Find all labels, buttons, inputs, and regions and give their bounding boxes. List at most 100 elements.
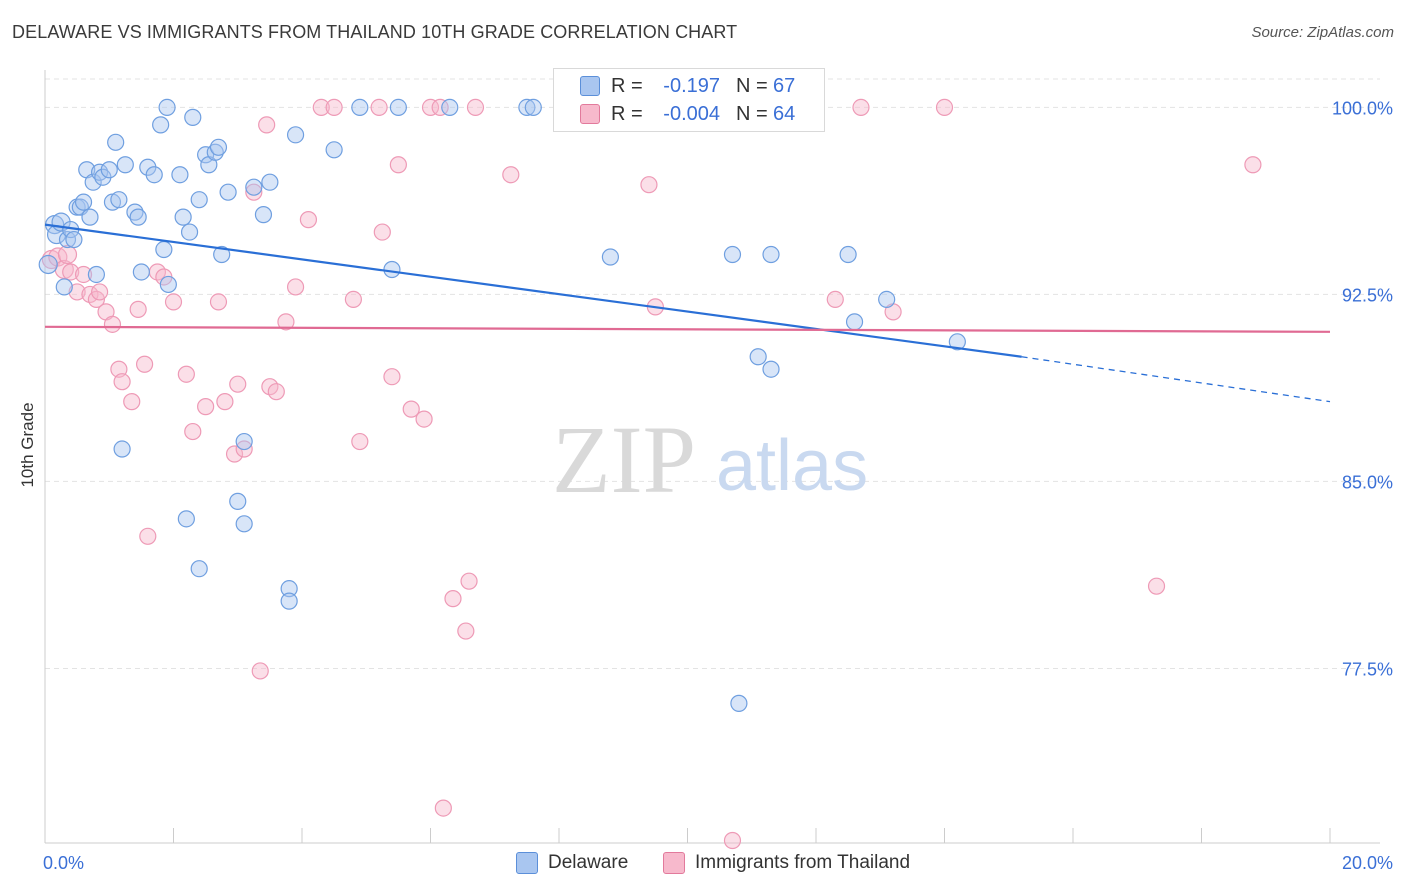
delaware-point: [261, 173, 279, 191]
thailand-point: [245, 183, 263, 201]
delaware-point: [209, 138, 228, 156]
x-tick-label-min: 0.0%: [43, 853, 84, 873]
source-label: Source: ZipAtlas.com: [1251, 24, 1394, 41]
thailand-point: [164, 293, 183, 311]
thailand-point: [184, 422, 202, 441]
thailand-point: [415, 410, 433, 428]
y-axis-label: 10th Grade: [18, 402, 37, 488]
watermark-zip: ZIP: [552, 406, 696, 513]
legend-r-label: R =: [611, 74, 643, 97]
y-tick-label: 92.5%: [1342, 285, 1393, 305]
legend-item-delaware[interactable]: Delaware: [516, 852, 628, 874]
delaware-trend-extension: [1021, 356, 1331, 403]
thailand-point: [299, 211, 318, 229]
legend-n-label: N =: [736, 74, 768, 97]
legend-r-value: -0.197: [663, 74, 720, 97]
delaware-point: [55, 278, 73, 296]
delaware-point: [65, 230, 83, 249]
delaware-point: [190, 191, 208, 209]
delaware-point: [213, 245, 231, 264]
x-tick-label-max: 20.0%: [1342, 853, 1393, 873]
thailand-point: [370, 98, 388, 117]
thailand-point: [135, 355, 154, 373]
thailand-point: [444, 590, 462, 608]
thailand-point: [402, 400, 420, 418]
delaware-point: [280, 580, 298, 598]
delaware-point: [723, 245, 742, 264]
thailand-point: [68, 283, 86, 301]
thailand-point: [421, 98, 440, 117]
delaware-point: [159, 275, 177, 294]
thailand-point: [91, 283, 109, 301]
thailand-point: [351, 432, 369, 451]
y-tick-label: 100.0%: [1332, 98, 1393, 118]
legend-item-thailand[interactable]: Immigrants from Thailand: [663, 852, 910, 874]
thailand-point: [723, 831, 742, 850]
thailand-point: [373, 223, 391, 241]
chart-title: DELAWARE VS IMMIGRANTS FROM THAILAND 10T…: [12, 22, 738, 42]
delaware-point: [749, 348, 767, 366]
thailand-point: [251, 662, 269, 680]
delaware-point: [58, 230, 77, 249]
delaware-point: [113, 440, 131, 458]
delaware-trend-line: [44, 223, 1022, 358]
delaware-point: [389, 98, 407, 117]
thailand-point: [267, 383, 285, 401]
legend-row-thailand: R = -0.004 N = 64: [554, 101, 824, 127]
delaware-point: [81, 208, 99, 226]
thailand-point: [826, 290, 844, 309]
thailand-point: [113, 373, 131, 391]
delaware-point: [762, 360, 780, 378]
thailand-point: [1244, 156, 1262, 174]
y-tick-label: 85.0%: [1342, 472, 1393, 492]
delaware-point: [126, 203, 144, 221]
legend-label-delaware: Delaware: [548, 852, 629, 873]
delaware-point: [383, 260, 401, 279]
thailand-point: [57, 244, 78, 265]
series-delaware-points: [38, 98, 966, 712]
delaware-point: [145, 166, 163, 184]
delaware-point: [286, 126, 305, 144]
legend-swatch-delaware: [516, 852, 538, 874]
delaware-point: [107, 133, 125, 151]
delaware-point: [38, 254, 58, 275]
legend-n-value: 67: [773, 74, 796, 97]
watermark: ZIP atlas: [552, 406, 868, 513]
delaware-point: [171, 166, 189, 184]
thailand-point: [177, 365, 195, 383]
thailand-point: [383, 368, 401, 386]
axes: [44, 70, 1380, 844]
thailand-point: [62, 263, 80, 281]
thailand-point: [457, 622, 475, 640]
delaware-point: [110, 191, 128, 209]
delaware-point: [190, 560, 208, 578]
delaware-point: [100, 161, 118, 179]
thailand-point: [197, 398, 215, 416]
legend-r-label: R =: [611, 102, 643, 125]
watermark-atlas: atlas: [716, 426, 868, 506]
series-thailand-points: [41, 98, 1262, 850]
delaware-point: [116, 156, 134, 174]
thailand-point: [225, 445, 244, 463]
thailand-point: [123, 393, 141, 411]
delaware-point: [184, 108, 202, 126]
delaware-point: [174, 208, 192, 226]
legend-n-value: 64: [773, 102, 796, 125]
delaware-point: [152, 116, 170, 134]
thailand-point: [258, 116, 276, 134]
delaware-point: [845, 313, 864, 331]
delaware-point: [180, 223, 199, 241]
delaware-point: [254, 206, 273, 224]
thailand-point: [286, 278, 305, 296]
delaware-point: [601, 248, 620, 266]
delaware-point: [351, 98, 369, 117]
thailand-point: [103, 315, 122, 333]
delaware-point: [87, 265, 106, 284]
thailand-point: [229, 375, 247, 393]
delaware-point: [245, 178, 263, 196]
thailand-point: [460, 572, 478, 590]
thailand-point: [312, 98, 330, 117]
delaware-point: [235, 515, 253, 533]
delaware-point: [177, 510, 195, 528]
